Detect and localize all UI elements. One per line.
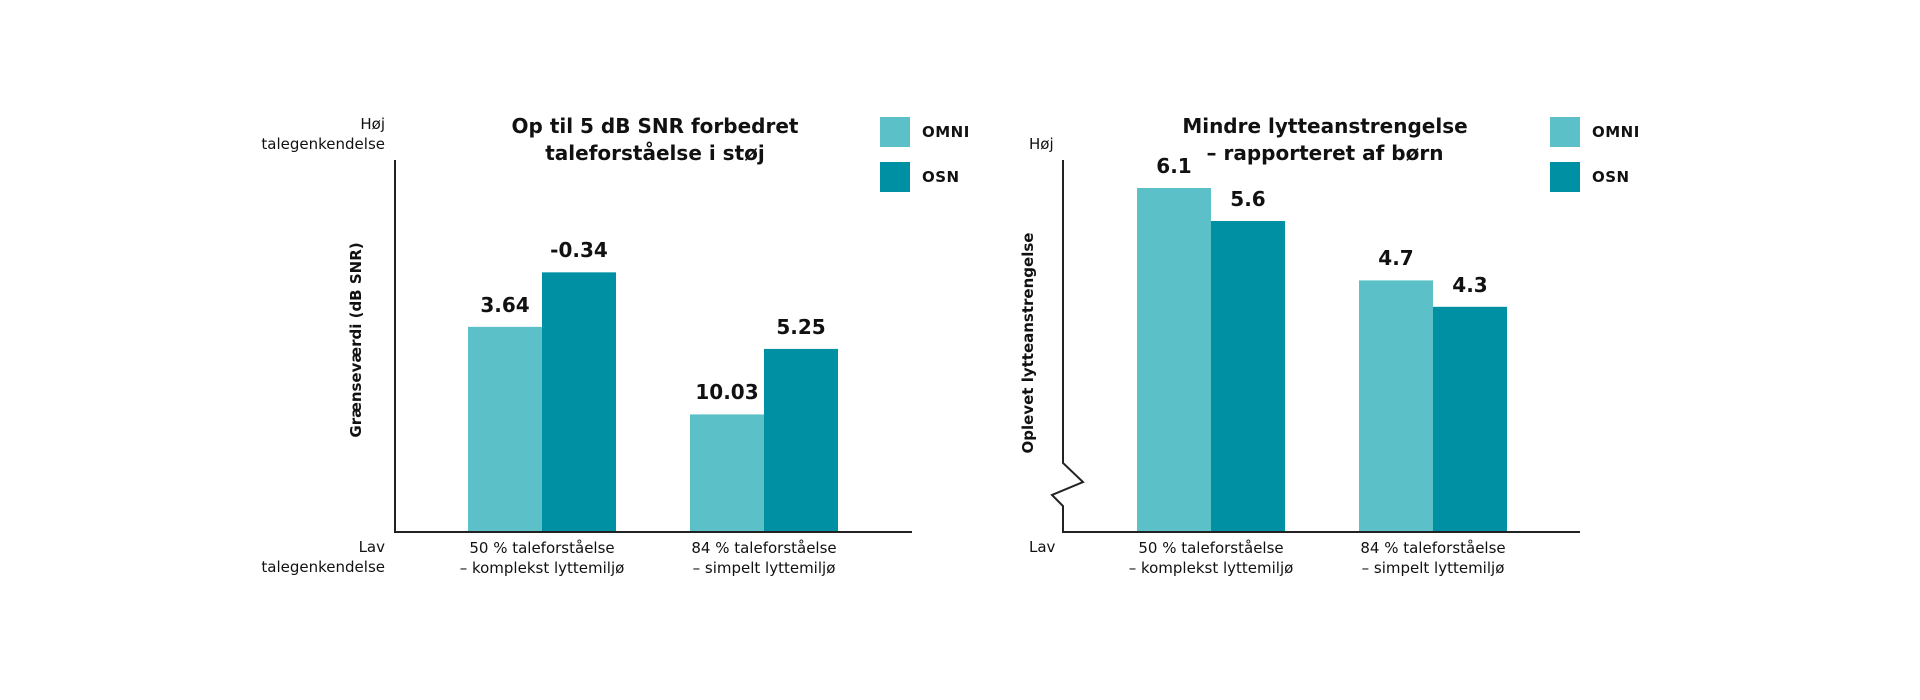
category-label: 84 % taleforståelse – simpelt lyttemiljø xyxy=(1360,538,1505,578)
chart-title-line: Op til 5 dB SNR forbedret xyxy=(511,114,799,138)
legend-osn: OSN xyxy=(880,162,960,192)
category-label-line: 84 % taleforståelse xyxy=(691,539,837,557)
legend-osn: OSN xyxy=(1550,162,1630,192)
legend-swatch-osn xyxy=(1550,162,1580,192)
y-top-label-line: Høj xyxy=(360,115,385,133)
legend-label: OSN xyxy=(1592,168,1630,186)
category-label-line: 84 % taleforståelse xyxy=(1360,539,1506,557)
y-top-label-line: Høj xyxy=(1029,135,1054,153)
data-label: 10.03 xyxy=(695,380,759,405)
category-label-line: 50 % taleforståelse xyxy=(469,539,615,557)
bar-omni xyxy=(468,326,542,531)
legend-label: OMNI xyxy=(922,123,970,141)
data-label: 5.6 xyxy=(1230,187,1266,211)
y-top-label-line: talegenkendelse xyxy=(261,135,385,153)
category-label-line: – komplekst lyttemiljø xyxy=(1128,559,1294,577)
y-bottom-label: Lav talegenkendelse xyxy=(200,537,385,577)
data-label: 4.3 xyxy=(1452,272,1488,297)
y-top-label: Høj xyxy=(1029,134,1054,154)
bar-osn xyxy=(1433,306,1507,531)
category-label: 50 % taleforståelse – komplekst lyttemil… xyxy=(460,538,625,578)
data-label: 4.7 xyxy=(1378,246,1414,271)
category-label: 84 % taleforståelse – simpelt lyttemiljø xyxy=(691,538,836,578)
bar-omni xyxy=(1137,188,1211,531)
y-bottom-label-line: Lav xyxy=(1029,538,1056,556)
y-bottom-label: Lav xyxy=(1029,537,1055,557)
legend-swatch-omni xyxy=(880,117,910,147)
legend-omni: OMNI xyxy=(1550,117,1640,147)
chart-title: Mindre lytteanstrengelse – rapporteret a… xyxy=(1175,113,1475,167)
category-label-line: 50 % taleforståelse xyxy=(1138,539,1284,557)
category-label-line: – simpelt lyttemiljø xyxy=(1361,559,1505,577)
legend-label: OSN xyxy=(922,168,960,186)
y-bottom-label-line: talegenkendelse xyxy=(261,558,385,576)
chart-title-line: taleforståelse i støj xyxy=(545,141,765,165)
y-axis-break xyxy=(1050,160,1085,532)
bar-osn xyxy=(764,348,838,531)
bar-omni xyxy=(690,414,764,531)
bar-osn xyxy=(1211,221,1285,531)
y-bottom-label-line: Lav xyxy=(358,538,385,556)
data-label: 6.1 xyxy=(1156,154,1192,178)
legend-swatch-omni xyxy=(1550,117,1580,147)
bar-osn xyxy=(542,272,616,531)
chart-snr-plot xyxy=(394,160,912,533)
bar-omni xyxy=(1359,280,1433,531)
chart-snr: Op til 5 dB SNR forbedret taleforståelse… xyxy=(200,113,969,578)
chart-title-line: – rapporteret af børn xyxy=(1206,141,1444,165)
data-label: 5.25 xyxy=(776,314,826,339)
category-label: 50 % taleforståelse – komplekst lyttemil… xyxy=(1129,538,1294,578)
legend-swatch-osn xyxy=(880,162,910,192)
legend-omni: OMNI xyxy=(880,117,970,147)
data-label: 3.64 xyxy=(480,292,530,317)
legend-label: OMNI xyxy=(1592,123,1640,141)
y-top-label: Høj talegenkendelse xyxy=(200,114,385,154)
chart-title-line: Mindre lytteanstrengelse xyxy=(1182,114,1468,138)
chart-title: Op til 5 dB SNR forbedret taleforståelse… xyxy=(505,113,805,167)
data-label: -0.34 xyxy=(550,238,608,263)
category-label-line: – komplekst lyttemiljø xyxy=(459,559,625,577)
category-label-line: – simpelt lyttemiljø xyxy=(692,559,836,577)
